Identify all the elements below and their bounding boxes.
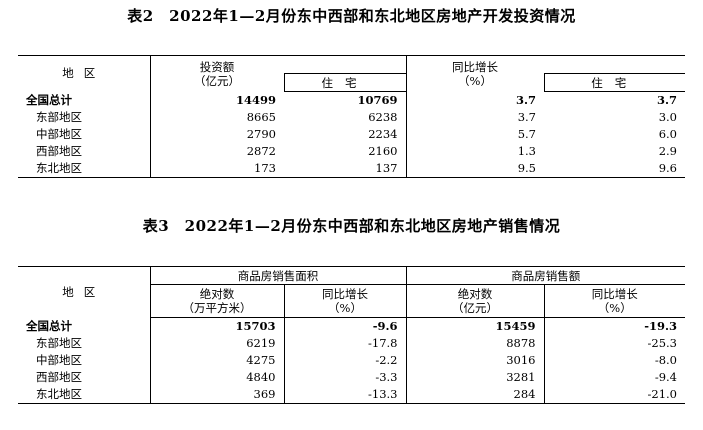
table3-sales-cell: 15459: [405, 317, 544, 335]
table2-investment-cell: 8665: [149, 109, 284, 126]
table3-sales-cell: 8878: [405, 335, 544, 352]
table3-sales-growth-header-line1: 同比增长: [591, 287, 638, 301]
table3-area-abs-header: 绝对数 （万平方米）: [149, 284, 284, 318]
table3-region-cell: 东部地区: [36, 336, 82, 350]
table2-investment-spacer: [284, 55, 406, 74]
table3-area-cell: 4840: [149, 369, 284, 386]
table3-sales-growth-cell: -19.3: [543, 317, 685, 335]
table3-area-growth-cell: -3.3: [283, 369, 406, 386]
table2-region-cell: 中部地区: [36, 127, 82, 141]
table3-row: 西部地区 4840 -3.3 3281 -9.4: [18, 369, 685, 386]
table3-region-cell: 全国总计: [26, 318, 72, 333]
table3-row: 东北地区 369 -13.3 284 -21.0: [18, 386, 685, 404]
table3-area-growth-header-line2: （%）: [328, 301, 362, 315]
table3-sales-growth-cell: -25.3: [543, 335, 685, 352]
table3-sales-growth-cell: -8.0: [543, 352, 685, 369]
table3-area-growth-cell: -2.2: [283, 352, 406, 369]
table2-growth-residential-cell: 3.0: [658, 110, 677, 124]
table2-region-cell: 东北地区: [18, 160, 150, 178]
table3-sales-group-header: 商品房销售额: [405, 266, 685, 285]
table3-area-group-header: 商品房销售面积: [149, 266, 406, 285]
table3-area-cell: 6219: [149, 335, 284, 352]
table2-growth-residential-cell: 6.0: [658, 127, 677, 141]
table2-growth-cell: 9.5: [405, 160, 544, 178]
table3-area-growth-cell: -9.6: [283, 317, 406, 335]
table2-header-row-2: 住宅 住宅: [18, 73, 685, 92]
table2-growth-header-line2: （%）: [458, 73, 492, 88]
table2-growth-header: 同比增长 （%）: [405, 55, 544, 92]
table2-investment-cell: 2872: [149, 143, 284, 160]
table2-region-cell: 全国总计: [26, 92, 72, 107]
table3-region-cell: 中部地区: [36, 353, 82, 367]
table3-area-growth-header-line1: 同比增长: [322, 287, 368, 301]
table2-investment-header: 投资额 （亿元）: [149, 55, 284, 92]
table2-residential-cell: 2234: [368, 127, 398, 141]
table3-sales-cell: 284: [405, 386, 544, 404]
table3-sales-growth-cell: -21.0: [543, 386, 685, 404]
table2-row: 中部地区 2790 2234 5.7 6.0: [18, 126, 685, 143]
table3-row: 全国总计 15703 -9.6 15459 -19.3: [18, 317, 685, 335]
table2-investment-header-line1: 投资额: [199, 59, 235, 74]
table3-region-cell: 西部地区: [36, 370, 82, 384]
table3-area-growth-cell: -17.8: [283, 335, 406, 352]
table2-residential-cell: 137: [284, 160, 406, 178]
sales-table: 地区 商品房销售面积 商品房销售额 绝对数 （万平方米） 同比增长 （%） 绝对…: [18, 266, 685, 404]
table3-sales-abs-header-line1: 绝对数: [457, 287, 493, 301]
table3-row: 中部地区 4275 -2.2 3016 -8.0: [18, 352, 685, 369]
table2-growth-cell: 3.7: [405, 109, 544, 126]
table3-title: 表3 2022年1—2月份东中西部和东北地区房地产销售情况: [142, 217, 561, 235]
table3-sales-abs-header: 绝对数 （亿元）: [405, 284, 544, 318]
table3-area-growth-cell: -13.3: [283, 386, 406, 404]
table2-title: 表2 2022年1—2月份东中西部和东北地区房地产开发投资情况: [127, 7, 576, 25]
table2-investment-cell: 2790: [149, 126, 284, 143]
table2-investment-cell: 173: [149, 160, 284, 178]
table2-growth-cell: 1.3: [405, 143, 544, 160]
table3-sales-growth-header-line2: （%）: [597, 301, 632, 315]
table2-growth-cell: 3.7: [405, 91, 544, 109]
table3-header-row-1: 地区 商品房销售面积 商品房销售额: [18, 266, 685, 318]
investment-table: 地区 投资额 （亿元） 同比增长 （%） 住宅 住宅 全国总计 14499 10…: [18, 55, 685, 178]
table2-growth-header-line1: 同比增长: [452, 59, 498, 74]
table2-residential-cell: 6238: [368, 110, 398, 124]
table3-region-header: 地区: [18, 266, 150, 318]
table2-residential-cell: 2160: [368, 144, 398, 158]
table3-area-cell: 4275: [149, 352, 284, 369]
table3-area-abs-header-line2: （万平方米）: [182, 301, 252, 315]
table3-header-row-2: 绝对数 （万平方米） 同比增长 （%） 绝对数 （亿元） 同比增长 （%）: [18, 284, 685, 318]
table2-row: 东北地区 173 137 9.5 9.6: [18, 160, 685, 178]
table2-investment-header-line2: （亿元）: [194, 73, 240, 88]
table2-row: 全国总计 14499 10769 3.7 3.7: [18, 91, 685, 109]
table3-sales-cell: 3016: [405, 352, 544, 369]
table2-region-cell: 西部地区: [36, 144, 82, 158]
table3-area-cell: 369: [149, 386, 284, 404]
table3-area-abs-header-line1: 绝对数: [199, 287, 235, 301]
table2-region-header: 地区: [18, 55, 150, 92]
table3-region-cell: 东北地区: [18, 386, 150, 404]
table2-growth-cell: 5.7: [405, 126, 544, 143]
table3-sales-abs-header-line2: （亿元）: [452, 301, 498, 315]
table2-row: 东部地区 8665 6238 3.7 3.0: [18, 109, 685, 126]
table2-residential-cell: 10769: [357, 93, 398, 107]
table2-growth-residential-cell: 2.9: [658, 144, 677, 158]
table2-investment-cell: 14499: [149, 91, 284, 109]
table3-sales-growth-cell: -9.4: [543, 369, 685, 386]
table2-growth-residential-header: 住宅: [543, 73, 685, 92]
table3-row: 东部地区 6219 -17.8 8878 -25.3: [18, 335, 685, 352]
table2-residential-header: 住宅: [283, 73, 406, 92]
table3-area-cell: 15703: [149, 317, 284, 335]
table2-row: 西部地区 2872 2160 1.3 2.9: [18, 143, 685, 160]
table3-area-growth-header: 同比增长 （%）: [283, 284, 406, 318]
table2-growth-spacer: [544, 55, 685, 74]
table2-region-cell: 东部地区: [36, 110, 82, 124]
table2-growth-residential-cell: 9.6: [544, 160, 685, 178]
table2-growth-residential-cell: 3.7: [656, 93, 677, 107]
table3-sales-growth-header: 同比增长 （%）: [543, 284, 685, 318]
table3-sales-cell: 3281: [405, 369, 544, 386]
table2-header-row-1: 地区 投资额 （亿元） 同比增长 （%）: [18, 55, 685, 92]
